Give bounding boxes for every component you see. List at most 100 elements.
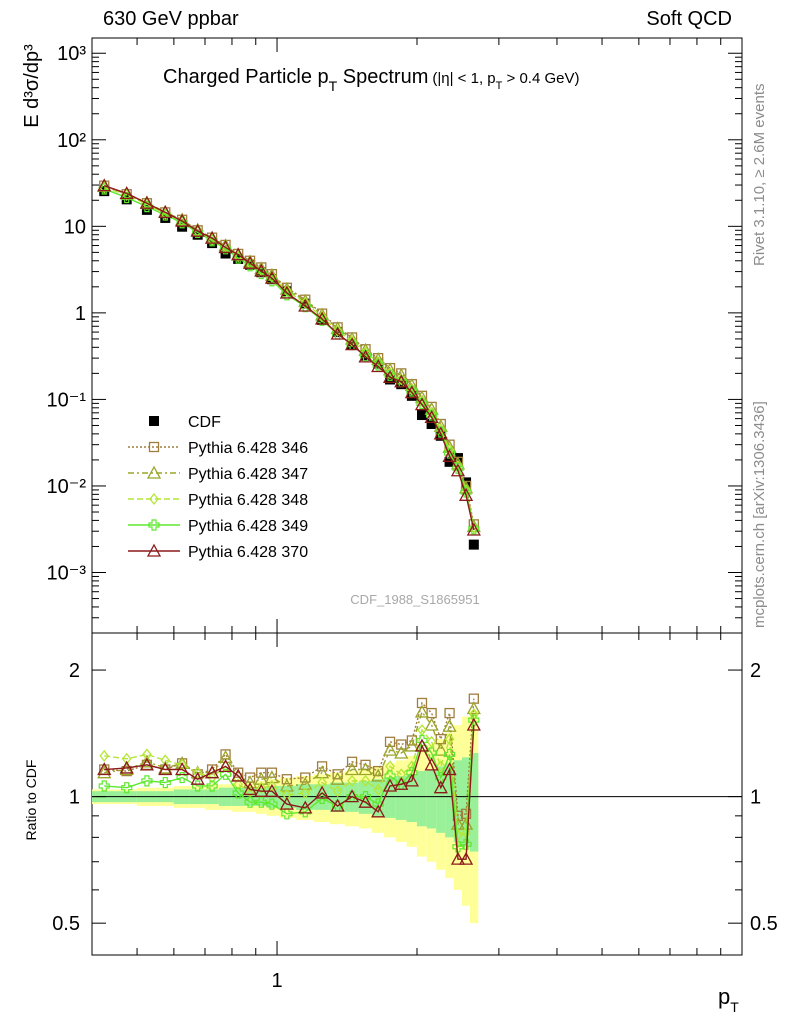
main-data-point (266, 275, 278, 287)
ratio-data-point (281, 774, 293, 785)
main-data-point (300, 296, 311, 310)
ratio-data-point (99, 749, 110, 762)
ratio-y-tick-label: 1 (750, 787, 761, 809)
ratio-data-point (176, 771, 188, 784)
main-series-5 (97, 178, 481, 536)
main-data-point (435, 426, 447, 438)
ratio-series-line (104, 724, 475, 860)
ratio-band-inner (416, 771, 427, 827)
ratio-data-point (279, 778, 294, 792)
main-data-point (332, 324, 343, 337)
main-data-point (139, 195, 155, 209)
main-data-point (433, 426, 448, 440)
main-data-point (466, 522, 481, 536)
ratio-data-point (330, 771, 345, 785)
ratio-data-point (442, 718, 457, 732)
ratio-data-point (458, 851, 474, 865)
main-series-line (103, 188, 475, 529)
ratio-data-point (254, 783, 269, 797)
main-data-point (426, 418, 437, 429)
main-y-tick-label: 10³ (57, 43, 86, 65)
chart-title: Charged Particle pT Spectrum (|η| < 1, pT… (163, 66, 579, 94)
main-data-point (460, 486, 472, 498)
main-data-point (158, 205, 173, 219)
main-data-point (242, 255, 258, 269)
main-data-point (317, 310, 327, 323)
ratio-data-point (218, 759, 233, 773)
ratio-data-point (139, 754, 155, 768)
rivet-version-label: Rivet 3.1.10, ≥ 2.6M events (751, 83, 768, 267)
main-data-point (176, 217, 188, 229)
main-data-point (443, 447, 456, 459)
ratio-data-point (359, 791, 372, 803)
main-data-point (458, 487, 474, 501)
ratio-data-point (141, 775, 153, 787)
ratio-data-point (414, 704, 430, 718)
ratio-data-point (444, 733, 455, 746)
main-series-line (104, 186, 475, 528)
main-data-point (347, 335, 357, 348)
ratio-data-point (344, 762, 360, 776)
ratio-data-point (121, 782, 133, 794)
ratio-data-point (266, 798, 278, 810)
ratio-data-point (206, 764, 218, 775)
ratio-data-point (332, 785, 343, 798)
main-data-point (435, 430, 446, 441)
ratio-data-point (316, 761, 328, 772)
ratio-data-point (433, 780, 448, 794)
main-data-point (231, 247, 246, 261)
ratio-data-point (256, 781, 267, 794)
legend-label: Pythia 6.428 348 (188, 492, 308, 509)
ratio-data-point (371, 804, 386, 818)
ratio-data-point (414, 738, 430, 752)
ratio-data-point (452, 841, 464, 853)
ratio-data-point (444, 707, 455, 719)
main-data-point (282, 284, 292, 297)
ratio-data-point (384, 736, 396, 747)
ratio-data-point (314, 785, 330, 799)
x-tick-label: 1 (271, 970, 282, 992)
legend-label: Pythia 6.428 349 (188, 518, 308, 535)
main-data-point (385, 367, 395, 380)
main-data-point (267, 270, 277, 284)
ratio-data-point (424, 757, 439, 771)
ratio-data-point (121, 752, 132, 765)
ratio-band-inner (426, 769, 437, 829)
ratio-data-point (416, 734, 428, 747)
legend-entry: Pythia 6.428 349 (128, 518, 308, 535)
main-data-point (218, 240, 233, 254)
ratio-data-point (220, 749, 231, 760)
ratio-data-point (98, 780, 110, 792)
legend-marker (149, 416, 159, 426)
ratio-data-point (358, 794, 373, 808)
legend-label: Pythia 6.428 347 (188, 466, 308, 483)
ratio-data-point (160, 754, 171, 767)
ratio-data-point (207, 771, 217, 784)
ratio-data-point (158, 762, 173, 776)
legend-label: CDF (188, 414, 221, 431)
main-data-point (330, 326, 345, 340)
ratio-data-point (373, 783, 383, 796)
legend-entry: Pythia 6.428 347 (128, 465, 308, 483)
ratio-band-inner (469, 752, 479, 852)
ratio-data-point (231, 768, 246, 782)
main-data-point (468, 539, 479, 550)
ratio-data-point (468, 714, 480, 726)
main-data-point (358, 349, 373, 363)
ratio-data-point (282, 788, 292, 801)
ratio-data-point (233, 778, 244, 791)
main-data-point (119, 186, 134, 200)
ratio-data-point (347, 774, 357, 787)
main-data-point (97, 178, 112, 192)
main-data-point (264, 270, 280, 284)
legend-entry: CDF (149, 414, 221, 431)
main-data-point (452, 462, 464, 474)
main-y-tick-label: 10² (57, 130, 86, 152)
legend-entry: Pythia 6.428 348 (128, 492, 308, 509)
ratio-data-point (190, 771, 205, 785)
main-data-point (371, 359, 386, 373)
ratio-data-point (244, 796, 256, 808)
ratio-data-point (264, 770, 280, 784)
ratio-data-point (300, 772, 311, 783)
main-data-point (385, 374, 396, 385)
